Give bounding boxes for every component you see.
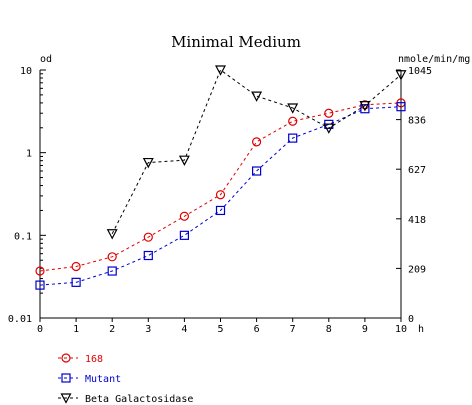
x-tick-label: 6 xyxy=(254,324,260,335)
data-point xyxy=(35,266,45,276)
data-point xyxy=(179,230,189,240)
axes: 0 1 2 3 4 5 6 7 8 9 10 10 1 0.1 0.01 1045 836 627 418 209 0 xyxy=(8,66,432,335)
y-right-tick-label: 0 xyxy=(408,314,414,325)
data-point xyxy=(142,157,154,169)
y-right-tick-label: 209 xyxy=(408,264,426,275)
series-2 xyxy=(106,65,407,240)
data-point xyxy=(143,250,153,261)
data-point xyxy=(359,100,371,112)
data-point xyxy=(107,252,117,262)
y-left-tick-label: 1 xyxy=(26,149,32,160)
data-point xyxy=(251,91,263,102)
legend-label: Mutant xyxy=(85,374,121,385)
x-tick-label: 10 xyxy=(395,324,407,335)
data-point xyxy=(395,70,407,81)
data-point xyxy=(106,229,118,240)
x-tick-label: 0 xyxy=(37,324,43,335)
data-point xyxy=(288,116,298,126)
legend-marker xyxy=(60,393,72,404)
x-tick-label: 8 xyxy=(326,324,332,335)
x-tick-label: 1 xyxy=(73,324,79,335)
data-point xyxy=(252,137,262,147)
x-tick-label: 2 xyxy=(109,324,115,335)
series-0 xyxy=(35,98,406,276)
data-point xyxy=(324,108,334,118)
data-point xyxy=(143,232,153,242)
series-line xyxy=(111,69,402,234)
legend-marker xyxy=(61,373,71,383)
data-point xyxy=(215,190,226,200)
data-point xyxy=(35,280,45,290)
data-point xyxy=(107,266,117,276)
y-right-tick-label: 1045 xyxy=(408,66,432,77)
legend-marker xyxy=(61,353,71,363)
data-point xyxy=(360,104,370,114)
data-point xyxy=(215,205,226,216)
y-left-tick-label: 0.01 xyxy=(8,314,32,325)
data-point xyxy=(215,65,226,76)
y-left-tick-label: 0.1 xyxy=(14,231,32,242)
data-point xyxy=(288,133,298,143)
data-point xyxy=(71,277,81,287)
y-axis-left-label: od xyxy=(40,54,52,65)
y-right-tick-label: 836 xyxy=(408,116,426,127)
y-left-tick-label: 10 xyxy=(20,66,32,77)
x-tick-label: 5 xyxy=(217,324,223,335)
y-axis-right-label: nmole/min/mg xyxy=(398,54,470,65)
series-1 xyxy=(35,102,406,290)
data-point xyxy=(178,155,190,166)
series-layer xyxy=(35,65,407,290)
y-right-tick-label: 418 xyxy=(408,215,426,226)
x-tick-label: 7 xyxy=(290,324,296,335)
data-point xyxy=(252,166,262,176)
series-line xyxy=(39,106,402,286)
data-point xyxy=(323,123,335,134)
x-tick-label: 4 xyxy=(181,324,187,335)
x-tick-label: 9 xyxy=(362,324,368,335)
x-axis-label: h xyxy=(418,324,424,335)
data-point xyxy=(71,261,81,272)
data-point xyxy=(287,103,299,114)
y-right-tick-label: 627 xyxy=(408,165,426,176)
data-point xyxy=(396,102,406,112)
chart-title: Minimal Medium xyxy=(171,33,301,51)
x-tick-label: 3 xyxy=(145,324,151,335)
data-point xyxy=(179,211,189,221)
series-line xyxy=(39,102,402,272)
legend: 168 Mutant Beta Galactosidase xyxy=(58,353,193,405)
legend-label: 168 xyxy=(85,354,103,365)
legend-label: Beta Galactosidase xyxy=(85,394,193,405)
